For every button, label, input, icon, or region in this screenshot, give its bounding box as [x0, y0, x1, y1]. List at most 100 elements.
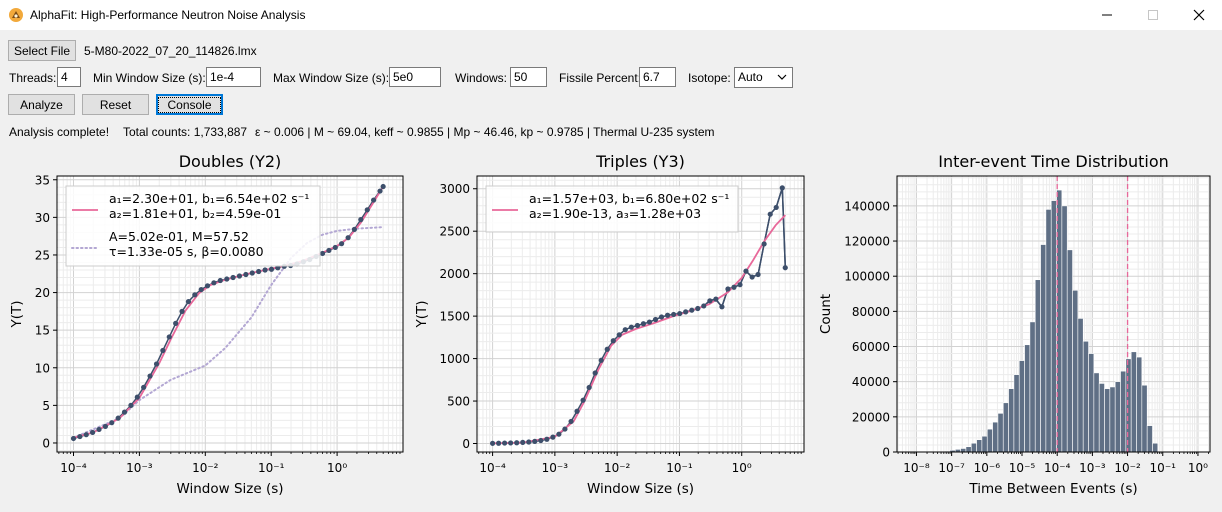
data-point [701, 303, 707, 309]
minimize-button[interactable] [1084, 0, 1130, 30]
chevron-down-icon [777, 74, 787, 80]
histogram-bar [1024, 344, 1031, 453]
histogram-bar [976, 439, 983, 453]
data-point [262, 267, 268, 273]
data-point [713, 296, 719, 302]
histogram-bar [1093, 372, 1100, 453]
data-point [532, 438, 538, 444]
histogram-bar [1098, 383, 1105, 453]
data-point [743, 268, 749, 274]
console-button[interactable]: Console [156, 94, 223, 115]
data-point [731, 284, 737, 290]
model-curve [72, 226, 385, 439]
histogram-bar [1045, 209, 1052, 453]
data-point [544, 436, 550, 442]
triples-chart: Triples (Y3) Window Size (s) Y(T) 10⁻⁴ 10⁻³ 1… [414, 152, 805, 497]
data-point [773, 204, 779, 211]
data-point [345, 235, 351, 241]
data-point [211, 280, 217, 286]
data-point [604, 346, 610, 352]
data-point [695, 305, 701, 312]
chart-title: Inter-event Time Distribution [938, 152, 1169, 171]
y-tick-label: 0 [882, 446, 890, 460]
y-tick-label: 3000 [439, 182, 470, 196]
app-logo-icon [9, 8, 23, 22]
doubles-chart: Doubles (Y2) Window Size (s) Y(T) 10⁻⁴ 10⁻³ 1… [9, 152, 404, 497]
isotope-selected-value: Auto [738, 70, 763, 84]
maximize-button[interactable] [1130, 0, 1176, 30]
data-point [198, 286, 204, 293]
reset-button[interactable]: Reset [82, 94, 149, 115]
data-point [550, 434, 556, 440]
data-point [652, 316, 659, 323]
select-file-button[interactable]: Select File [8, 40, 76, 61]
y-tick-label: 100000 [844, 270, 890, 284]
x-tick-label: 10⁻⁸ [903, 461, 930, 475]
y-tick-label: 20000 [852, 410, 890, 424]
plot-frame [56, 175, 404, 453]
data-point [115, 415, 121, 421]
close-button[interactable] [1176, 0, 1222, 30]
data-point [580, 397, 586, 403]
histogram-bar [1013, 374, 1020, 453]
fissile-percent-input[interactable]: 6.7 [639, 67, 676, 87]
x-tick-label: 10⁻³ [542, 461, 569, 475]
total-counts: Total counts: 1,733,887 [123, 125, 248, 139]
data-point [496, 440, 502, 446]
y-tick-label: 140000 [844, 199, 890, 213]
x-tick-label: 10⁰ [732, 461, 752, 475]
max-window-input[interactable]: 5e0 [389, 67, 441, 87]
data-point [338, 241, 345, 247]
data-point [319, 250, 326, 257]
histogram-bar [1146, 425, 1153, 453]
maximize-icon [1148, 10, 1158, 20]
x-tick-label: 10⁻² [604, 461, 631, 475]
histogram-bar [1050, 200, 1057, 453]
histogram-bar [1088, 353, 1095, 453]
legend-label: a₁=1.57e+03, b₁=6.80e+02 s⁻¹ [529, 191, 729, 206]
data-point [658, 314, 665, 320]
x-tick-label: 10⁻³ [126, 461, 153, 475]
data-point [192, 292, 198, 298]
data-point [725, 286, 731, 292]
legend-label: A=5.02e-01, M=57.52 [109, 229, 249, 244]
x-tick-label: 10⁻⁷ [938, 461, 965, 475]
isotope-select[interactable]: Auto [734, 67, 793, 88]
data-point [358, 217, 364, 223]
x-tick-label: 10⁻⁴ [1044, 461, 1071, 475]
histogram-bar [1141, 384, 1148, 453]
data-point [230, 274, 236, 281]
data-point [243, 271, 249, 278]
x-tick-label: 10⁻³ [1079, 461, 1106, 475]
histogram-bar [1002, 402, 1009, 453]
threads-input[interactable]: 4 [57, 67, 81, 87]
data-point [489, 440, 496, 446]
histogram-bar [1104, 388, 1111, 453]
x-tick-label: 10⁻⁶ [974, 461, 1001, 475]
data-point [622, 327, 628, 333]
data-point [538, 437, 544, 444]
data-point [755, 271, 761, 278]
data-point [749, 274, 755, 280]
windows-input[interactable]: 50 [510, 67, 547, 87]
data-point [90, 429, 96, 436]
histogram-bar [1061, 205, 1068, 453]
min-window-input[interactable]: 1e-4 [206, 67, 261, 87]
console-button-label: Console [158, 96, 221, 113]
analysis-summary: ε ~ 0.006 | M ~ 69.04, keff ~ 0.9855 | M… [255, 125, 715, 139]
data-point [592, 370, 598, 376]
data-point [628, 324, 634, 330]
data-point [371, 197, 377, 203]
data-point [326, 247, 332, 254]
data-point [782, 265, 788, 271]
x-axis-label: Window Size (s) [587, 481, 694, 497]
data-point [109, 420, 115, 426]
analyze-button[interactable]: Analyze [8, 94, 75, 115]
data-point [256, 268, 262, 275]
windows-label: Windows: [455, 71, 508, 85]
x-tick-label: 10⁻² [192, 461, 219, 475]
y-tick-label: 0 [42, 436, 50, 450]
histogram-bar [1130, 351, 1137, 453]
data-point [173, 320, 179, 327]
data-point [77, 433, 83, 440]
